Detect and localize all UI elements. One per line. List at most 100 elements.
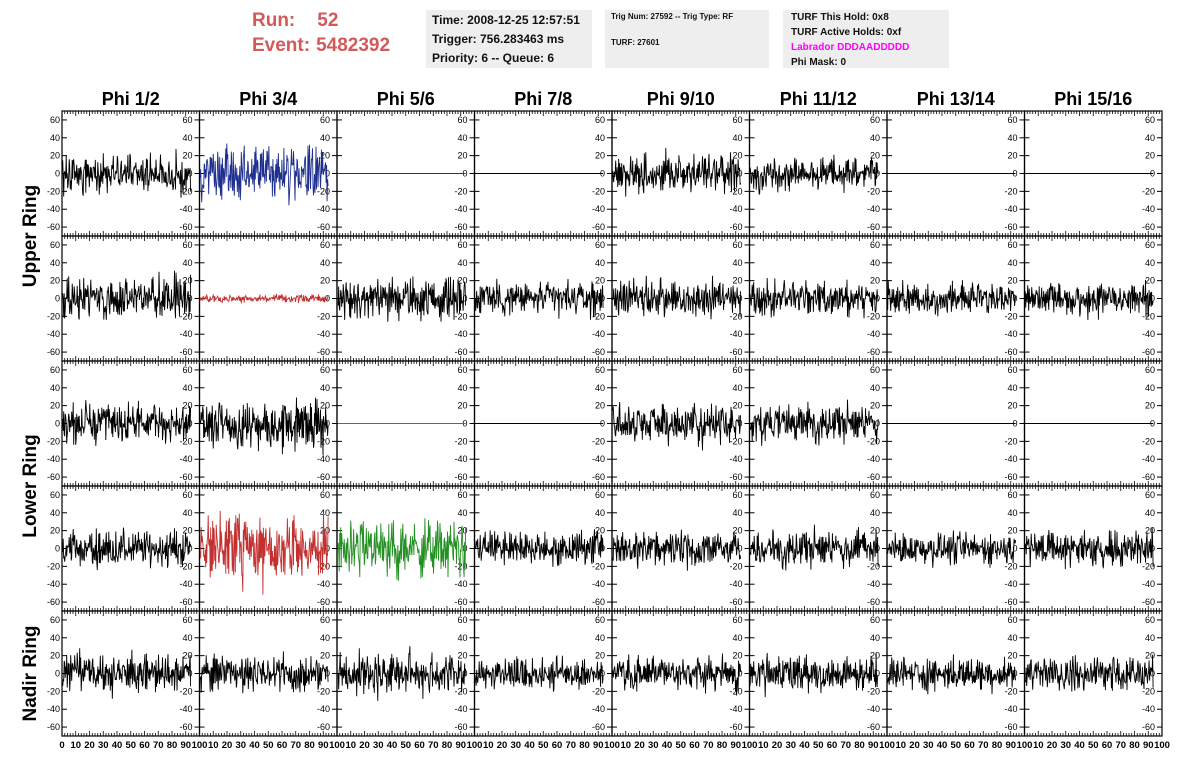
y-tick-label: -60: [47, 597, 60, 607]
y-tick-label: 20: [457, 276, 467, 286]
y-tick-label: -20: [47, 311, 60, 321]
y-tick-label: -40: [317, 204, 330, 214]
y-tick-label: -20: [592, 311, 605, 321]
y-tick-label: -40: [729, 329, 742, 339]
waveform-trace: [1024, 279, 1154, 321]
y-tick-label: -60: [592, 222, 605, 232]
y-tick-label: 40: [182, 633, 192, 643]
y-tick-label: 60: [50, 490, 60, 500]
waveform-trace: [337, 518, 467, 581]
y-tick-label: 40: [595, 633, 605, 643]
y-tick-label: 40: [732, 508, 742, 518]
y-tick-label: 20: [457, 151, 467, 161]
y-tick-label: 0: [875, 169, 880, 179]
y-tick-label: -60: [1142, 222, 1155, 232]
y-tick-label: 0: [1150, 294, 1155, 304]
y-tick-label: -40: [1142, 454, 1155, 464]
y-tick-label: 0: [1012, 544, 1017, 554]
y-tick-label: 40: [457, 258, 467, 268]
y-tick-label: -40: [867, 329, 880, 339]
y-tick-label: 60: [50, 615, 60, 625]
y-tick-label: -20: [729, 561, 742, 571]
y-tick-label: -60: [592, 722, 605, 732]
y-tick-label: 20: [1007, 526, 1017, 536]
y-tick-label: -20: [317, 311, 330, 321]
y-tick-label: -40: [179, 204, 192, 214]
y-tick-label: 60: [870, 240, 880, 250]
y-tick-label: 60: [595, 240, 605, 250]
time-info-box: Time: 2008-12-25 12:57:51 Trigger: 756.2…: [426, 10, 592, 68]
y-tick-label: 60: [595, 365, 605, 375]
y-tick-label: -20: [729, 186, 742, 196]
y-tick-label: 20: [732, 526, 742, 536]
y-tick-label: 0: [55, 419, 60, 429]
y-tick-label: -40: [1004, 204, 1017, 214]
phi-mask-text: Phi Mask: 0: [791, 57, 847, 68]
y-tick-label: 20: [595, 151, 605, 161]
y-tick-label: 40: [320, 633, 330, 643]
y-tick-label: -60: [454, 722, 467, 732]
waveform-trace: [199, 397, 329, 456]
y-tick-label: 60: [595, 615, 605, 625]
row-group-label: Lower Ring: [20, 434, 41, 537]
waveform-trace: [887, 279, 1017, 317]
y-tick-label: -20: [1004, 686, 1017, 696]
y-tick-label: -60: [47, 722, 60, 732]
y-tick-label: 60: [457, 240, 467, 250]
y-tick-label: -40: [454, 204, 467, 214]
run-label: Run:: [252, 10, 296, 31]
y-tick-label: -20: [47, 561, 60, 571]
y-tick-label: -40: [179, 579, 192, 589]
turf-active-holds-text: TURF Active Holds: 0xf: [791, 27, 902, 38]
column-title: Phi 15/16: [1054, 89, 1132, 109]
y-tick-label: 40: [732, 258, 742, 268]
y-tick-label: 40: [1007, 258, 1017, 268]
waveform-trace: [62, 648, 192, 699]
y-tick-label: -40: [1004, 329, 1017, 339]
trig-num-type-text: Trig Num: 27592 -- Trig Type: RF: [611, 12, 734, 21]
y-tick-label: 20: [182, 526, 192, 536]
waveform-trace: [62, 148, 192, 198]
row-group-label: Nadir Ring: [20, 625, 41, 721]
y-tick-label: -60: [317, 597, 330, 607]
waveform-trace: [62, 400, 192, 446]
y-tick-label: -20: [867, 436, 880, 446]
y-tick-label: 40: [182, 258, 192, 268]
y-tick-label: 20: [732, 401, 742, 411]
y-tick-label: -20: [1142, 561, 1155, 571]
y-tick-label: -60: [592, 472, 605, 482]
waveform-trace: [887, 530, 1017, 568]
y-tick-label: 20: [1145, 151, 1155, 161]
y-tick-label: 20: [870, 151, 880, 161]
y-tick-label: -60: [867, 597, 880, 607]
y-tick-label: -40: [592, 454, 605, 464]
y-tick-label: 20: [50, 526, 60, 536]
y-tick-label: 0: [325, 169, 330, 179]
y-tick-label: 40: [1007, 633, 1017, 643]
y-tick-label: 40: [595, 133, 605, 143]
y-tick-label: 40: [457, 133, 467, 143]
y-tick-label: 20: [457, 651, 467, 661]
y-tick-label: -20: [867, 186, 880, 196]
event-header: Run: 52 Event: 5482392 Time: 2008-12-25 12…: [0, 0, 1196, 80]
column-title: Phi 11/12: [780, 89, 857, 109]
y-tick-label: -20: [592, 686, 605, 696]
waveform-trace: [474, 654, 604, 692]
y-tick-label: 20: [50, 651, 60, 661]
y-tick-label: 20: [870, 651, 880, 661]
y-tick-label: 60: [182, 615, 192, 625]
y-tick-label: -40: [729, 454, 742, 464]
y-tick-label: 20: [732, 651, 742, 661]
y-tick-label: -20: [729, 311, 742, 321]
y-tick-label: 60: [457, 615, 467, 625]
y-tick-label: -60: [317, 347, 330, 357]
y-tick-label: -60: [729, 222, 742, 232]
y-tick-label: -40: [867, 204, 880, 214]
y-tick-label: 40: [1007, 383, 1017, 393]
y-tick-label: 60: [182, 490, 192, 500]
y-tick-label: 0: [55, 294, 60, 304]
y-tick-label: -20: [1004, 186, 1017, 196]
y-tick-label: -60: [1004, 347, 1017, 357]
y-tick-label: 40: [457, 508, 467, 518]
y-tick-label: 60: [320, 490, 330, 500]
